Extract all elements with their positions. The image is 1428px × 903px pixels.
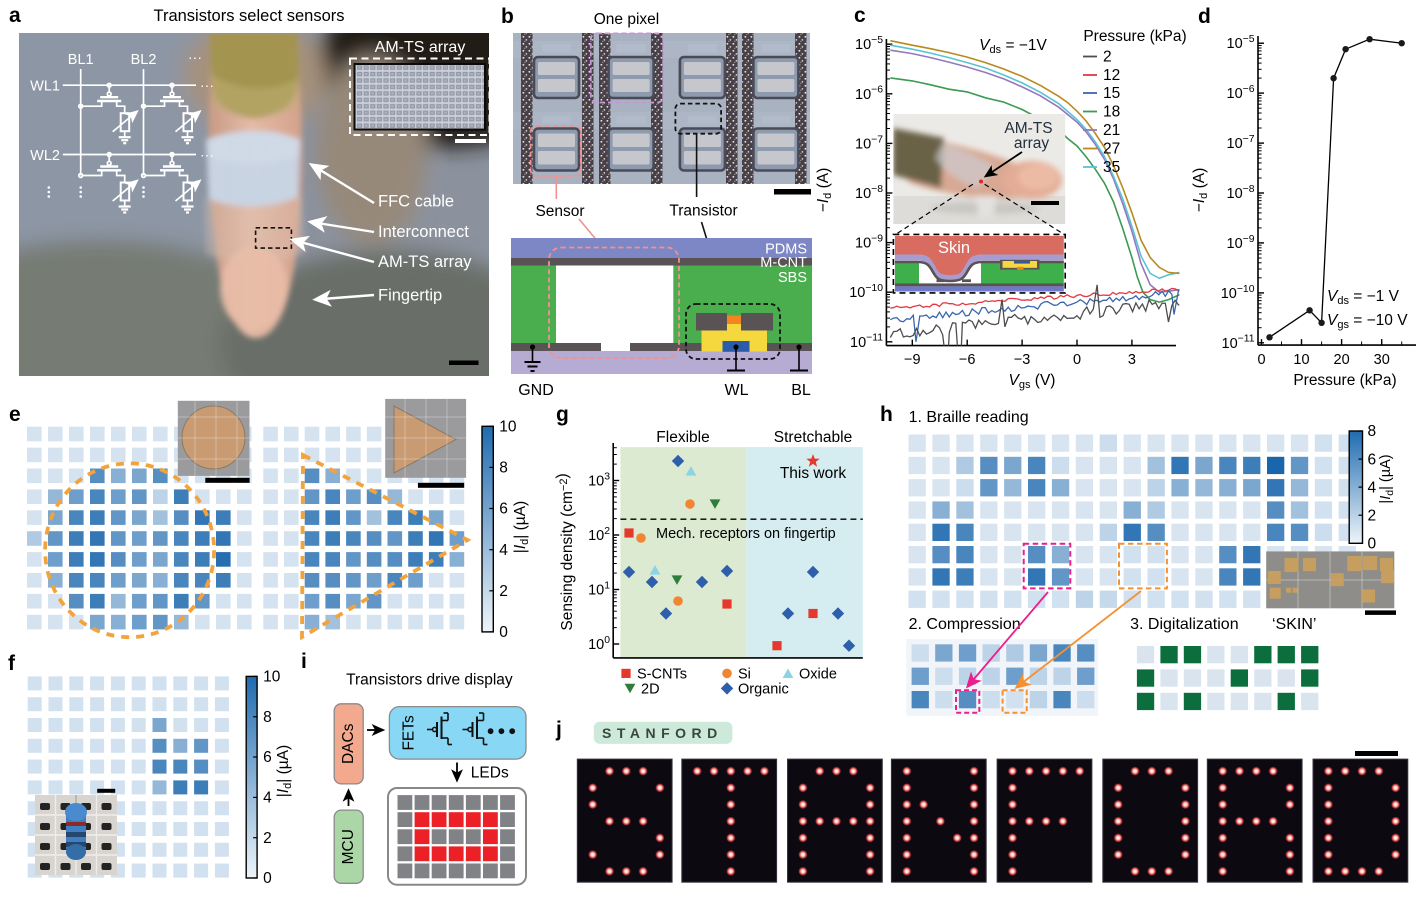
svg-text:0: 0: [263, 870, 272, 887]
svg-text:4: 4: [263, 790, 272, 807]
svg-text:AM-TS array: AM-TS array: [375, 39, 466, 56]
svg-text:WL1: WL1: [30, 79, 60, 95]
svg-text:DACs: DACs: [340, 723, 357, 764]
svg-text:LEDs: LEDs: [471, 765, 509, 782]
svg-text:35: 35: [1103, 159, 1120, 176]
svg-text:Sensing density (cm−2): Sensing density (cm−2): [554, 473, 576, 630]
svg-text:6: 6: [499, 501, 508, 518]
svg-text:1. Braille reading: 1. Braille reading: [909, 409, 1029, 426]
svg-text:Pressure (kPa): Pressure (kPa): [1083, 28, 1186, 45]
svg-text:2: 2: [263, 830, 272, 847]
svg-text:WL: WL: [725, 382, 749, 399]
svg-text:Pressure (kPa): Pressure (kPa): [1293, 372, 1396, 389]
svg-text:15: 15: [1103, 85, 1120, 102]
svg-text:Vgs (V): Vgs (V): [1009, 372, 1056, 391]
svg-text:WL2: WL2: [30, 148, 60, 164]
svg-text:0: 0: [1257, 352, 1265, 368]
svg-text:Vgs = −10 V: Vgs = −10 V: [1327, 312, 1408, 331]
svg-text:10: 10: [263, 669, 281, 686]
svg-text:···: ···: [188, 49, 202, 65]
svg-text:0: 0: [499, 624, 508, 641]
svg-text:Si: Si: [738, 667, 751, 683]
svg-text:BL2: BL2: [131, 52, 157, 68]
svg-text:f: f: [8, 652, 16, 675]
svg-text:Transistors select sensors: Transistors select sensors: [153, 7, 344, 25]
svg-text:30: 30: [1374, 352, 1390, 368]
svg-text:2: 2: [1103, 49, 1112, 66]
svg-text:c: c: [854, 4, 866, 27]
svg-text:−Id (A): −Id (A): [1191, 168, 1210, 212]
svg-text:Organic: Organic: [738, 682, 789, 698]
svg-text:i: i: [301, 650, 307, 673]
svg-text:Oxide: Oxide: [799, 667, 837, 683]
svg-text:−Id (A): −Id (A): [815, 168, 834, 212]
svg-text:8: 8: [499, 460, 508, 477]
svg-text:3. Digitalization: 3. Digitalization: [1130, 616, 1239, 633]
svg-text:0: 0: [1368, 536, 1377, 553]
svg-text:Fingertip: Fingertip: [378, 287, 442, 305]
svg-text:20: 20: [1334, 352, 1350, 368]
svg-text:|Id| (µA): |Id| (µA): [275, 745, 294, 797]
svg-text:Transistor: Transistor: [669, 203, 737, 220]
svg-text:2: 2: [499, 583, 508, 600]
svg-text:j: j: [555, 718, 562, 741]
svg-text:Skin: Skin: [938, 239, 970, 257]
svg-text:Sensor: Sensor: [535, 203, 584, 220]
svg-text:e: e: [9, 403, 21, 426]
svg-text:STANFORD: STANFORD: [602, 725, 723, 741]
svg-text:8: 8: [263, 709, 272, 726]
svg-text:b: b: [501, 5, 514, 28]
svg-text:···: ···: [200, 77, 214, 93]
svg-text:One pixel: One pixel: [594, 11, 659, 28]
svg-text:27: 27: [1103, 141, 1120, 158]
svg-text:Flexible: Flexible: [656, 429, 709, 446]
svg-text:Stretchable: Stretchable: [774, 429, 852, 446]
svg-text:M-CNT: M-CNT: [760, 255, 807, 271]
svg-text:4: 4: [499, 542, 508, 559]
svg-text:4: 4: [1368, 479, 1377, 496]
svg-text:Interconnect: Interconnect: [378, 223, 469, 241]
svg-text:|Id| (µA): |Id| (µA): [512, 501, 531, 553]
svg-text:FETs: FETs: [401, 715, 418, 751]
svg-text:h: h: [880, 403, 893, 426]
svg-text:|Id| (µA): |Id| (µA): [1378, 454, 1396, 503]
svg-text:10: 10: [499, 419, 517, 436]
svg-text:−9: −9: [904, 352, 921, 368]
svg-text:AM-TS array: AM-TS array: [378, 253, 472, 271]
svg-text:d: d: [1198, 5, 1211, 28]
svg-text:12: 12: [1103, 67, 1120, 84]
svg-text:−6: −6: [959, 352, 976, 368]
svg-text:8: 8: [1368, 423, 1377, 440]
svg-text:S-CNTs: S-CNTs: [637, 667, 687, 683]
svg-text:3: 3: [1128, 352, 1136, 368]
svg-text:Vds = −1V: Vds = −1V: [979, 37, 1047, 56]
svg-text:0: 0: [1073, 352, 1081, 368]
svg-text:array: array: [1014, 135, 1050, 152]
svg-text:BL1: BL1: [68, 52, 94, 68]
svg-text:SBS: SBS: [778, 270, 807, 286]
svg-text:BL: BL: [791, 382, 811, 399]
svg-text:PDMS: PDMS: [765, 242, 807, 258]
svg-text:10: 10: [1293, 352, 1309, 368]
svg-text:21: 21: [1103, 122, 1120, 139]
svg-text:6: 6: [263, 749, 272, 766]
svg-text:GND: GND: [518, 382, 554, 399]
svg-text:g: g: [556, 403, 569, 426]
svg-text:Mech. receptors on fingertip: Mech. receptors on fingertip: [656, 526, 836, 542]
svg-text:2D: 2D: [641, 682, 660, 698]
svg-text:MCU: MCU: [340, 829, 357, 864]
svg-text:···: ···: [200, 146, 214, 162]
svg-text:a: a: [9, 4, 21, 27]
svg-text:Transistors drive display: Transistors drive display: [346, 672, 513, 689]
svg-text:‘SKIN’: ‘SKIN’: [1272, 616, 1316, 633]
svg-text:2. Compression: 2. Compression: [909, 616, 1021, 633]
svg-text:AM-TS: AM-TS: [1004, 120, 1052, 137]
svg-text:Vds = −1 V: Vds = −1 V: [1327, 288, 1400, 307]
svg-text:6: 6: [1368, 451, 1377, 468]
svg-text:FFC cable: FFC cable: [378, 193, 454, 211]
svg-text:18: 18: [1103, 104, 1120, 121]
svg-text:This work: This work: [780, 465, 847, 482]
svg-text:−3: −3: [1014, 352, 1031, 368]
svg-text:2: 2: [1368, 507, 1377, 524]
